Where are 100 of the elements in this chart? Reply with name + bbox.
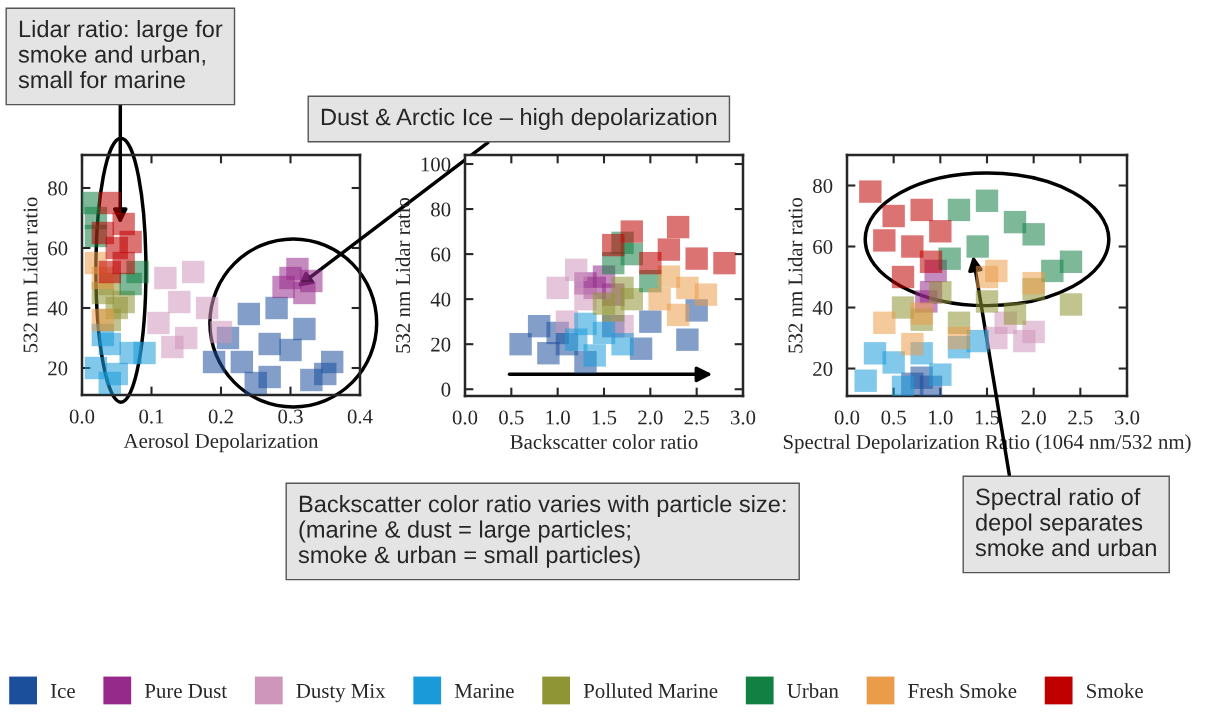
point xyxy=(620,287,643,311)
point xyxy=(195,296,219,320)
point xyxy=(244,371,267,395)
point xyxy=(258,332,281,356)
y-tick-label: 80 xyxy=(431,202,451,217)
point xyxy=(910,302,933,325)
point xyxy=(265,296,288,320)
y-tick-label: 80 xyxy=(813,178,833,193)
legend-label: Pure Dust xyxy=(144,684,227,698)
point xyxy=(583,344,606,367)
point xyxy=(666,303,690,327)
point xyxy=(859,180,882,203)
y-tick-label: 60 xyxy=(431,247,451,262)
point xyxy=(863,342,887,365)
point xyxy=(91,221,115,245)
point xyxy=(1022,271,1045,295)
point xyxy=(98,191,121,215)
point xyxy=(574,312,597,336)
point xyxy=(929,220,952,243)
point xyxy=(891,375,915,396)
x-tick-label: 0.0 xyxy=(452,410,478,425)
point xyxy=(873,229,896,252)
point xyxy=(237,302,260,326)
point xyxy=(133,341,156,365)
point xyxy=(919,250,943,273)
point xyxy=(676,328,699,351)
y-tick-label: 0 xyxy=(441,382,451,397)
annotation: Dust & Arctic Ice – high depolarization xyxy=(321,108,717,131)
point xyxy=(1003,302,1027,325)
point xyxy=(602,299,625,322)
x-tick-label: 0.4 xyxy=(347,409,373,424)
point xyxy=(1003,210,1027,234)
point xyxy=(947,198,971,222)
x-tick-label: 0.3 xyxy=(278,409,303,424)
y-tick-label: 80 xyxy=(48,181,68,196)
point xyxy=(147,311,170,335)
point xyxy=(910,198,933,222)
y-tick-label: 60 xyxy=(813,239,833,254)
legend-label: Fresh Smoke xyxy=(908,683,1017,698)
point xyxy=(98,371,121,395)
y-tick-label: 40 xyxy=(430,292,451,307)
point xyxy=(527,314,551,338)
point xyxy=(279,338,302,362)
point xyxy=(657,265,681,288)
x-axis-title: Backscatter color ratio xyxy=(510,434,698,449)
point xyxy=(891,265,915,289)
y-tick-label: 20 xyxy=(813,361,833,376)
y-tick-label: 40 xyxy=(812,300,833,315)
point xyxy=(230,350,254,374)
point xyxy=(202,350,226,374)
point xyxy=(639,251,662,275)
point xyxy=(882,351,905,374)
point xyxy=(98,260,121,284)
point xyxy=(620,220,643,243)
y-tick-label: 100 xyxy=(421,157,451,172)
x-tick-label: 1.5 xyxy=(592,410,617,425)
point xyxy=(119,272,142,296)
annotation: Lidar ratio: large for smoke and urban, small for marine xyxy=(18,20,223,89)
y-tick-label: 40 xyxy=(47,301,68,316)
x-tick-label: 2.5 xyxy=(1068,410,1093,425)
x-tick-label: 0.5 xyxy=(499,410,524,425)
y-axis-title: 532 nm Lidar ratio xyxy=(22,197,38,353)
legend-label: Smoke xyxy=(1087,683,1143,698)
x-tick-label: 3.0 xyxy=(730,410,756,425)
point xyxy=(611,333,634,356)
point xyxy=(300,269,323,293)
x-axis-title: Aerosol Depolarization xyxy=(123,433,319,453)
legend-label: Marine xyxy=(454,683,514,698)
x-tick-label: 3.0 xyxy=(1114,410,1140,425)
point xyxy=(537,342,560,365)
annotation: Spectral ratio of depol separates smoke and urban xyxy=(975,488,1156,557)
point xyxy=(509,333,532,356)
point xyxy=(854,369,877,392)
legend-label: Urban xyxy=(787,683,839,698)
point xyxy=(975,189,999,212)
legend-label: Ice xyxy=(50,684,75,698)
point xyxy=(713,251,736,275)
point xyxy=(694,283,718,306)
x-tick-label: 1.0 xyxy=(546,410,570,425)
point xyxy=(546,276,569,300)
x-tick-label: 2.0 xyxy=(1021,410,1046,425)
point xyxy=(565,258,588,282)
x-tick-label: 0.1 xyxy=(139,409,164,424)
x-tick-label: 2.0 xyxy=(638,410,663,425)
point xyxy=(901,332,924,356)
legend-label: Polluted Marine xyxy=(583,683,718,698)
point xyxy=(639,310,662,333)
point xyxy=(182,260,205,284)
point xyxy=(293,317,316,341)
x-tick-label: 0.0 xyxy=(69,409,95,424)
point xyxy=(1059,293,1083,316)
x-tick-label: 1.5 xyxy=(975,410,1000,425)
x-tick-label: 0.0 xyxy=(834,410,860,425)
point xyxy=(209,320,233,344)
point xyxy=(602,233,625,257)
point xyxy=(154,266,177,290)
y-tick-label: 60 xyxy=(48,241,68,256)
point xyxy=(975,290,999,313)
point xyxy=(648,287,671,311)
legend-label: Dusty Mix xyxy=(296,683,386,703)
